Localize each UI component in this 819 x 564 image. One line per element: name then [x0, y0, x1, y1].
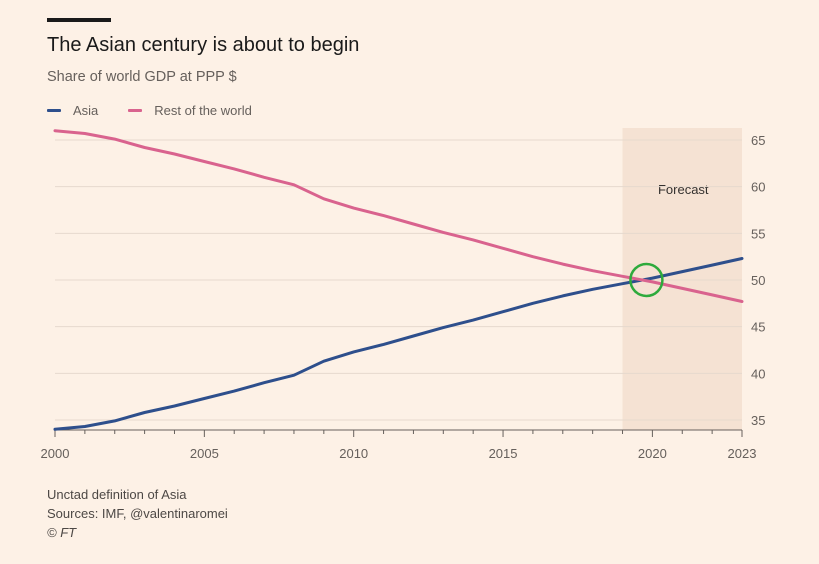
x-tick-label-2000: 2000 — [41, 446, 70, 461]
legend-item-rest-of-world: Rest of the world — [128, 103, 252, 118]
series-line-asia — [53, 257, 744, 431]
y-tick-label-65: 65 — [751, 133, 765, 148]
y-tick-label-55: 55 — [751, 226, 765, 241]
top-rule — [47, 18, 111, 22]
legend: Asia Rest of the world — [47, 103, 282, 118]
legend-label-rest-of-world: Rest of the world — [154, 103, 252, 118]
x-tick-label-2020: 2020 — [638, 446, 667, 461]
footer-copyright: © FT — [47, 525, 77, 540]
crossover-circle-annotation — [629, 262, 664, 298]
y-tick-label-45: 45 — [751, 320, 765, 335]
chart-subtitle: Share of world GDP at PPP $ — [47, 69, 237, 85]
x-tick-label-2005: 2005 — [190, 446, 219, 461]
legend-swatch-rest-of-world — [128, 109, 143, 112]
x-tick-label-2015: 2015 — [489, 446, 518, 461]
y-tick-label-60: 60 — [751, 180, 765, 195]
footer-note: Unctad definition of Asia — [47, 487, 187, 502]
legend-item-asia: Asia — [47, 103, 98, 118]
legend-label-asia: Asia — [73, 103, 99, 118]
y-tick-label-40: 40 — [751, 366, 765, 381]
x-tick-label-2023: 2023 — [728, 446, 757, 461]
legend-swatch-asia — [47, 109, 61, 112]
series-line-rest-of-world — [53, 129, 744, 303]
chart-title: The Asian century is about to begin — [47, 34, 360, 56]
y-tick-label-50: 50 — [751, 273, 765, 288]
y-tick-label-35: 35 — [751, 413, 765, 428]
x-tick-label-2010: 2010 — [339, 446, 368, 461]
footer-sources: Sources: IMF, @valentinaromei — [47, 506, 228, 521]
forecast-label: Forecast — [658, 182, 709, 197]
